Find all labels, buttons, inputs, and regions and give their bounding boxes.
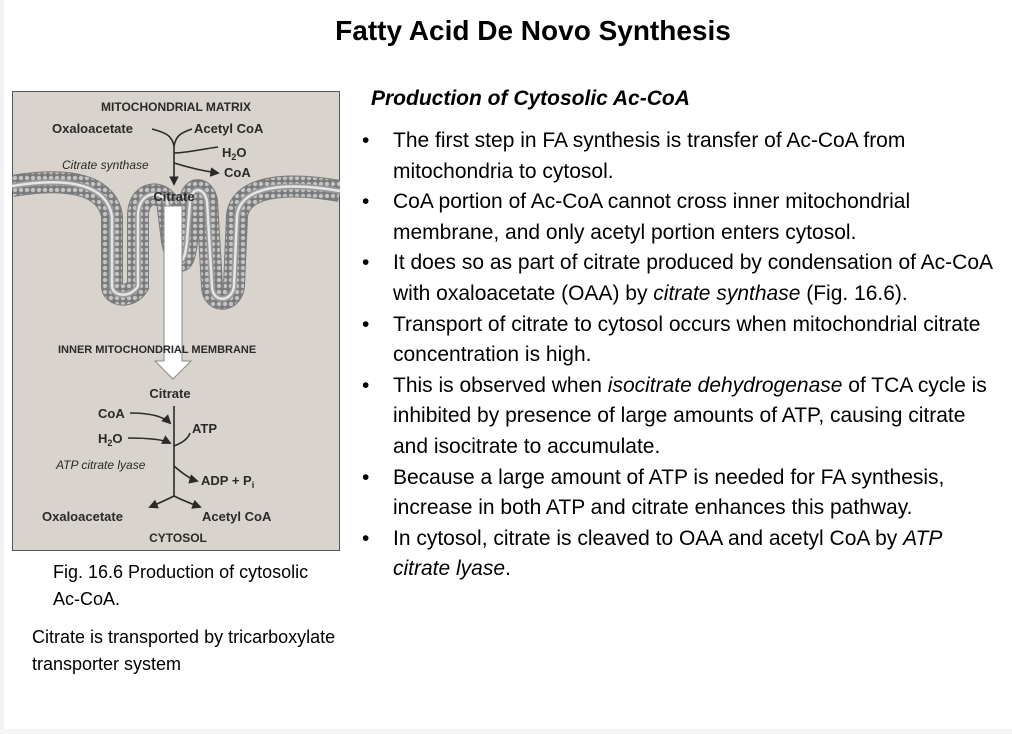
acetyl-coa-top-label: Acetyl CoA bbox=[194, 121, 264, 136]
bullet-text: CoA portion of Ac-CoA cannot cross inner… bbox=[393, 190, 910, 244]
bullet-text: The first step in FA synthesis is transf… bbox=[393, 129, 905, 183]
bullet-text: In cytosol, citrate is cleaved to OAA an… bbox=[393, 527, 903, 550]
matrix-label: MITOCHONDRIAL MATRIX bbox=[101, 100, 251, 114]
bullet-item: Transport of citrate to cytosol occurs w… bbox=[362, 310, 1002, 371]
bullet-item: It does so as part of citrate produced b… bbox=[362, 248, 1002, 309]
citrate-synthase-label: Citrate synthase bbox=[62, 158, 149, 172]
atp-label: ATP bbox=[192, 421, 217, 436]
section-subtitle: Production of Cytosolic Ac-CoA bbox=[371, 87, 690, 111]
bullet-list: The first step in FA synthesis is transf… bbox=[362, 126, 1002, 585]
slide-title: Fatty Acid De Novo Synthesis bbox=[0, 15, 1012, 47]
bullet-text: . bbox=[505, 557, 511, 580]
bullet-item: In cytosol, citrate is cleaved to OAA an… bbox=[362, 524, 1002, 585]
acetyl-coa-bottom-label: Acetyl CoA bbox=[202, 509, 272, 524]
bullet-item: This is observed when isocitrate dehydro… bbox=[362, 371, 1002, 463]
bullet-text: Transport of citrate to cytosol occurs w… bbox=[393, 313, 980, 367]
coa-in-label: CoA bbox=[98, 406, 125, 421]
membrane-label: INNER MITOCHONDRIAL MEMBRANE bbox=[58, 344, 256, 356]
slide-left-edge bbox=[0, 0, 4, 734]
coa-top-label: CoA bbox=[224, 165, 251, 180]
bullet-italic-text: citrate synthase bbox=[653, 282, 800, 305]
bullet-item: Because a large amount of ATP is needed … bbox=[362, 463, 1002, 524]
oxaloacetate-bottom-label: Oxaloacetate bbox=[42, 509, 123, 524]
citrate-transport-figure: MITOCHONDRIAL MATRIX Oxaloacetate Acetyl… bbox=[12, 91, 340, 551]
bullet-item: CoA portion of Ac-CoA cannot cross inner… bbox=[362, 187, 1002, 248]
bullet-item: The first step in FA synthesis is transf… bbox=[362, 126, 1002, 187]
atp-citrate-lyase-label: ATP citrate lyase bbox=[55, 458, 146, 472]
citrate-top-label: Citrate bbox=[153, 189, 194, 204]
transporter-note: Citrate is transported by tricarboxylate… bbox=[32, 624, 352, 678]
bullet-italic-text: isocitrate dehydrogenase bbox=[608, 374, 843, 397]
slide-bottom-edge bbox=[0, 729, 1012, 734]
bullet-text: (Fig. 16.6). bbox=[800, 282, 907, 305]
figure-caption: Fig. 16.6 Production of cytosolic Ac-CoA… bbox=[53, 559, 333, 613]
bullet-text: This is observed when bbox=[393, 374, 608, 397]
citrate-bottom-label: Citrate bbox=[149, 386, 190, 401]
bullet-text: Because a large amount of ATP is needed … bbox=[393, 466, 944, 520]
cytosol-label: CYTOSOL bbox=[149, 531, 207, 545]
adp-pi-label: ADP + Pi bbox=[201, 473, 254, 490]
oxaloacetate-top-label: Oxaloacetate bbox=[52, 121, 133, 136]
